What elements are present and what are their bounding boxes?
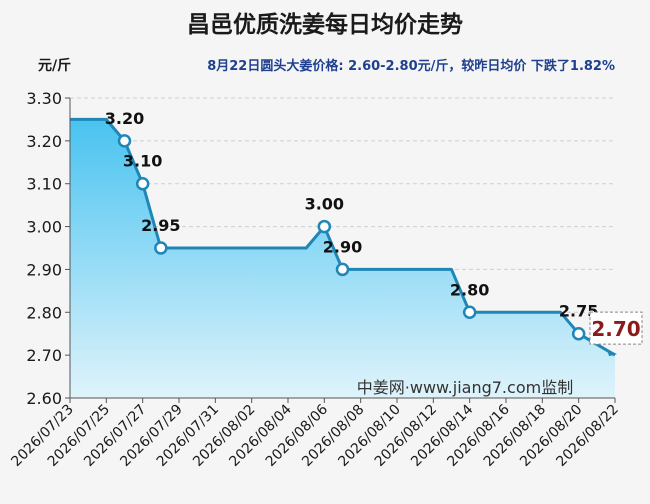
chart-subtitle: 8月22日圆头大姜价格: 2.60-2.80元/斤，较昨日均价 下跌了1.82% — [207, 58, 615, 74]
latest-value-box — [589, 311, 643, 345]
chart-title: 昌邑优质洗姜每日均价走势 — [187, 11, 463, 38]
y-axis-unit-label: 元/斤 — [38, 57, 71, 74]
data-point-label: 2.80 — [450, 280, 489, 299]
y-tick-label: 2.60 — [26, 389, 62, 408]
data-point-label: 2.90 — [323, 237, 362, 256]
price-area-fill — [70, 119, 615, 399]
data-point-label: 3.10 — [123, 152, 162, 171]
latest-value-label: 2.70 — [591, 317, 640, 341]
data-point-marker — [317, 219, 332, 234]
y-tick-label: 3.00 — [26, 218, 62, 237]
y-tick-label: 3.10 — [26, 175, 62, 194]
y-axis-ticks: 2.60 2.70 2.80 2.90 3.00 3.10 3.20 3.30 — [26, 89, 70, 408]
data-markers — [117, 134, 617, 357]
data-point-marker — [335, 262, 350, 277]
data-labels: 3.20 3.10 2.95 3.00 2.90 2.80 2.752.70 — [105, 109, 643, 345]
data-point-label: 3.20 — [105, 109, 144, 128]
data-point-marker — [117, 134, 132, 148]
data-point-label: 2.75 — [559, 302, 598, 321]
y-tick-label: 2.80 — [26, 303, 62, 322]
data-point-marker — [135, 176, 150, 191]
data-point-marker — [154, 241, 168, 255]
x-axis-ticks: 2026/07/232026/07/252026/07/272026/07/29… — [8, 398, 622, 470]
y-tick-label: 2.70 — [26, 346, 62, 365]
data-point-label: 2.95 — [141, 216, 180, 235]
y-tick-label: 3.20 — [26, 132, 62, 151]
watermark-text: 中姜网·www.jiang7.com监制 — [357, 378, 573, 397]
data-point-marker — [462, 305, 477, 320]
last-point-arrow — [607, 349, 617, 357]
data-point-marker — [571, 326, 586, 341]
y-tick-label: 2.90 — [26, 260, 62, 279]
y-tick-label: 3.30 — [26, 89, 62, 108]
data-point-label: 3.00 — [305, 195, 344, 214]
